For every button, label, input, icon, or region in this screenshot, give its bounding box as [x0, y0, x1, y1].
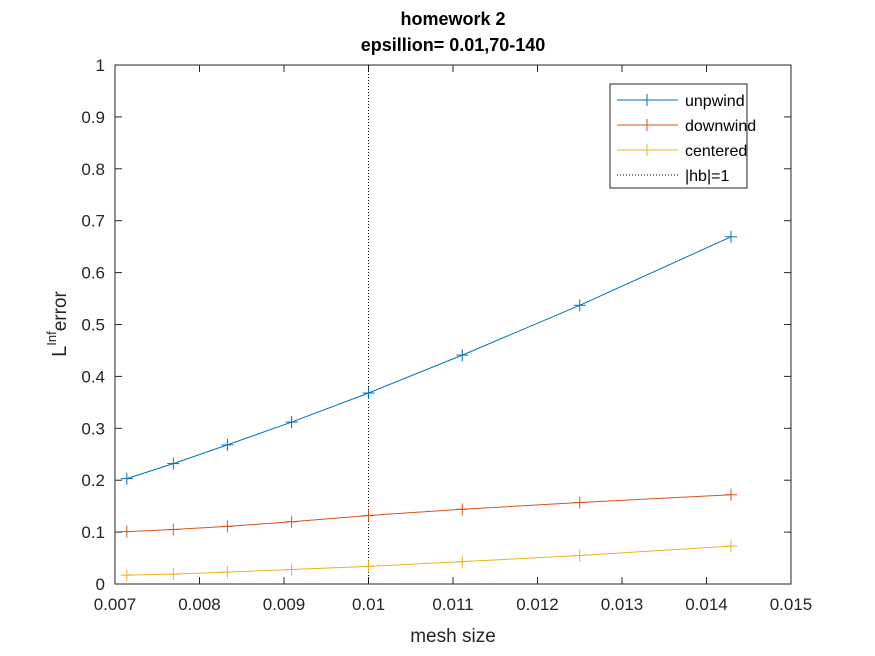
- y-tick-label: 0.9: [81, 108, 105, 127]
- x-tick-label: 0.014: [685, 595, 728, 614]
- data-point: [725, 540, 738, 553]
- y-tick-label: 0.8: [81, 160, 105, 179]
- data-point: [285, 416, 298, 429]
- x-tick-label: 0.008: [178, 595, 221, 614]
- data-point: [573, 496, 586, 509]
- y-axis-label: LInferror: [44, 290, 71, 356]
- legend: unpwind downwind centered |hb|=1: [609, 83, 756, 189]
- series-unpwind: [120, 230, 738, 485]
- x-tick-label: 0.015: [770, 595, 813, 614]
- series-line: [126, 494, 732, 533]
- data-point: [456, 503, 469, 516]
- y-tick-label: 0.4: [81, 367, 105, 386]
- y-tick-label: 0.6: [81, 264, 105, 283]
- data-point: [221, 438, 234, 451]
- legend-label: |hb|=1: [685, 168, 729, 185]
- series-line: [126, 236, 732, 480]
- y-axis-label-main: L: [49, 346, 71, 357]
- data-point: [725, 230, 738, 243]
- svg-text:LInferror: LInferror: [44, 290, 71, 356]
- data-point: [725, 488, 738, 501]
- x-ticks: 0.007 0.008 0.009 0.01 0.011 0.012 0.013 0.014 0…: [94, 65, 813, 614]
- legend-label: downwind: [685, 118, 756, 135]
- y-tick-label: 0: [96, 575, 105, 594]
- series-line: [126, 545, 732, 576]
- data-point: [456, 349, 469, 362]
- data-point: [362, 387, 375, 400]
- x-tick-label: 0.012: [516, 595, 559, 614]
- y-tick-label: 0.5: [81, 316, 105, 335]
- data-point: [456, 555, 469, 568]
- y-axis-label-rest: error: [50, 290, 71, 331]
- x-tick-label: 0.013: [601, 595, 644, 614]
- legend-entry: unpwind: [617, 93, 745, 110]
- data-point: [221, 520, 234, 533]
- data-point: [362, 509, 375, 522]
- data-point: [221, 566, 234, 579]
- chart-title: homework 2: [400, 9, 505, 29]
- chart-subtitle: epsillion= 0.01,70-140: [361, 35, 546, 55]
- data-point: [120, 472, 133, 485]
- y-tick-label: 0.2: [81, 471, 105, 490]
- series-downwind: [120, 488, 738, 538]
- legend-label: unpwind: [685, 93, 745, 110]
- x-tick-label: 0.009: [263, 595, 306, 614]
- x-axis-label: mesh size: [410, 626, 496, 647]
- legend-label: centered: [685, 143, 747, 160]
- data-point: [285, 563, 298, 576]
- legend-box: [609, 83, 748, 189]
- data-point: [167, 523, 180, 536]
- data-point: [362, 560, 375, 573]
- y-tick-label: 0.1: [81, 523, 105, 542]
- x-tick-label: 0.007: [94, 595, 137, 614]
- y-axis-label-sup: Inf: [44, 331, 59, 346]
- legend-entry: centered: [617, 143, 747, 160]
- y-tick-label: 0.3: [81, 419, 105, 438]
- data-point: [285, 515, 298, 528]
- data-point: [120, 525, 133, 538]
- data-point: [120, 569, 133, 582]
- legend-entry: downwind: [617, 118, 756, 135]
- series-centered: [120, 540, 738, 582]
- series-group: [120, 230, 738, 582]
- y-ticks: 0 0.1 0.2 0.3 0.4 0.5 0.6 0.7 0.8 0.9 1: [81, 56, 791, 594]
- legend-entry: |hb|=1: [617, 168, 729, 185]
- data-point: [167, 568, 180, 581]
- data-point: [167, 457, 180, 470]
- data-point: [573, 299, 586, 312]
- data-point: [573, 549, 586, 562]
- y-tick-label: 0.7: [81, 212, 105, 231]
- y-tick-label: 1: [96, 56, 105, 75]
- x-tick-label: 0.01: [352, 595, 385, 614]
- x-tick-label: 0.011: [432, 595, 473, 614]
